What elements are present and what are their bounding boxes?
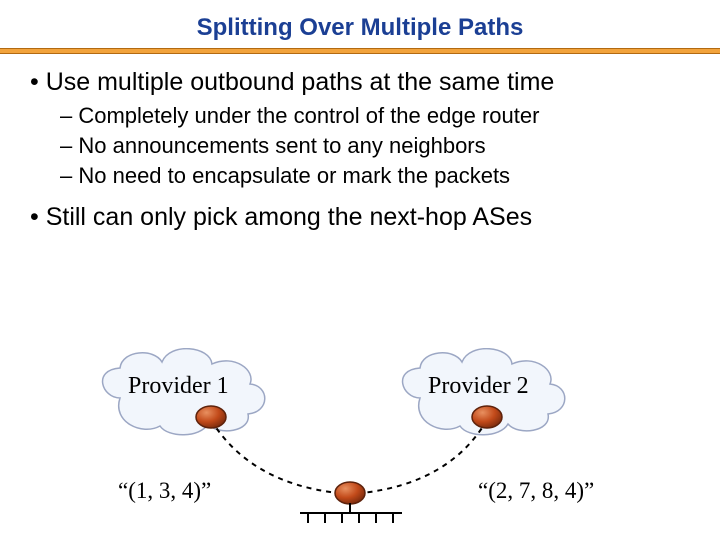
title-underline [0,48,720,54]
bullet-1-sub-2: No announcements sent to any neighbors [60,133,720,159]
slide-title: Splitting Over Multiple Paths [0,0,720,48]
cloud-1-label: Provider 1 [128,373,229,400]
diagram-svg [0,348,720,548]
router-center [335,482,365,504]
bullet-1-sub-3: No need to encapsulate or mark the packe… [60,163,720,189]
router-left [196,406,226,428]
bullet-2: Still can only pick among the next-hop A… [20,203,720,232]
cloud-2-label: Provider 2 [428,373,529,400]
router-right [472,406,502,428]
path-label-left: “(1, 3, 4)” [118,478,211,504]
network-diagram: Provider 1 Provider 2 “(1, 3, 4)” “(2, 7… [0,348,720,540]
bullet-1: Use multiple outbound paths at the same … [20,68,720,97]
path-label-right: “(2, 7, 8, 4)” [478,478,594,504]
bus-ticks [308,513,393,523]
bullet-1-sub-1: Completely under the control of the edge… [60,103,720,129]
